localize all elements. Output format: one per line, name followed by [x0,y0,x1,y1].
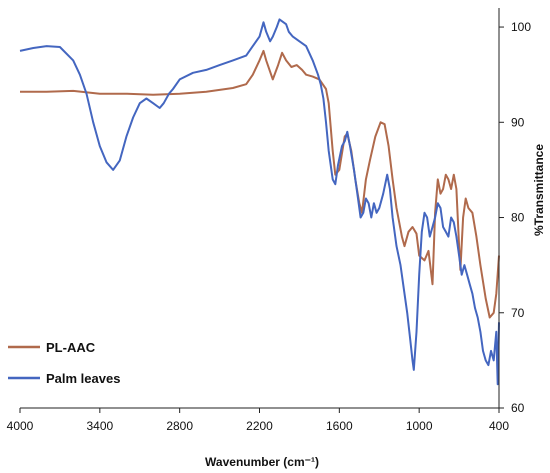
x-tick-label-4000: 4000 [7,419,34,433]
series-curves [19,18,500,386]
y-tick-label-70: 70 [511,306,525,320]
x-tick-label-400: 400 [489,419,509,433]
x-tick-label-1000: 1000 [406,419,433,433]
x-tick-label-1600: 1600 [326,419,353,433]
y-tick-label-100: 100 [511,20,531,34]
series-line-pl-aac [20,49,500,319]
x-tick-label-2800: 2800 [166,419,193,433]
legend-label-pl-aac: PL-AAC [46,340,96,355]
y-tick-label-90: 90 [511,115,525,129]
x-axis-label: Wavenumber (cm⁻¹) [205,455,319,469]
legend: PL-AAC Palm leaves [8,340,120,386]
y-tick-label-80: 80 [511,211,525,225]
y-tick-label-60: 60 [511,401,525,415]
legend-label-palm-leaves: Palm leaves [46,371,120,386]
series-line-palm-leaves [19,18,500,386]
x-tick-label-2200: 2200 [246,419,273,433]
y-axis-label: %Transmittance [532,144,546,236]
x-ticks: 4000 3400 2800 2200 1600 1000 400 [7,408,509,433]
x-tick-label-3400: 3400 [86,419,113,433]
y-ticks: 60 70 80 90 100 [499,20,531,415]
